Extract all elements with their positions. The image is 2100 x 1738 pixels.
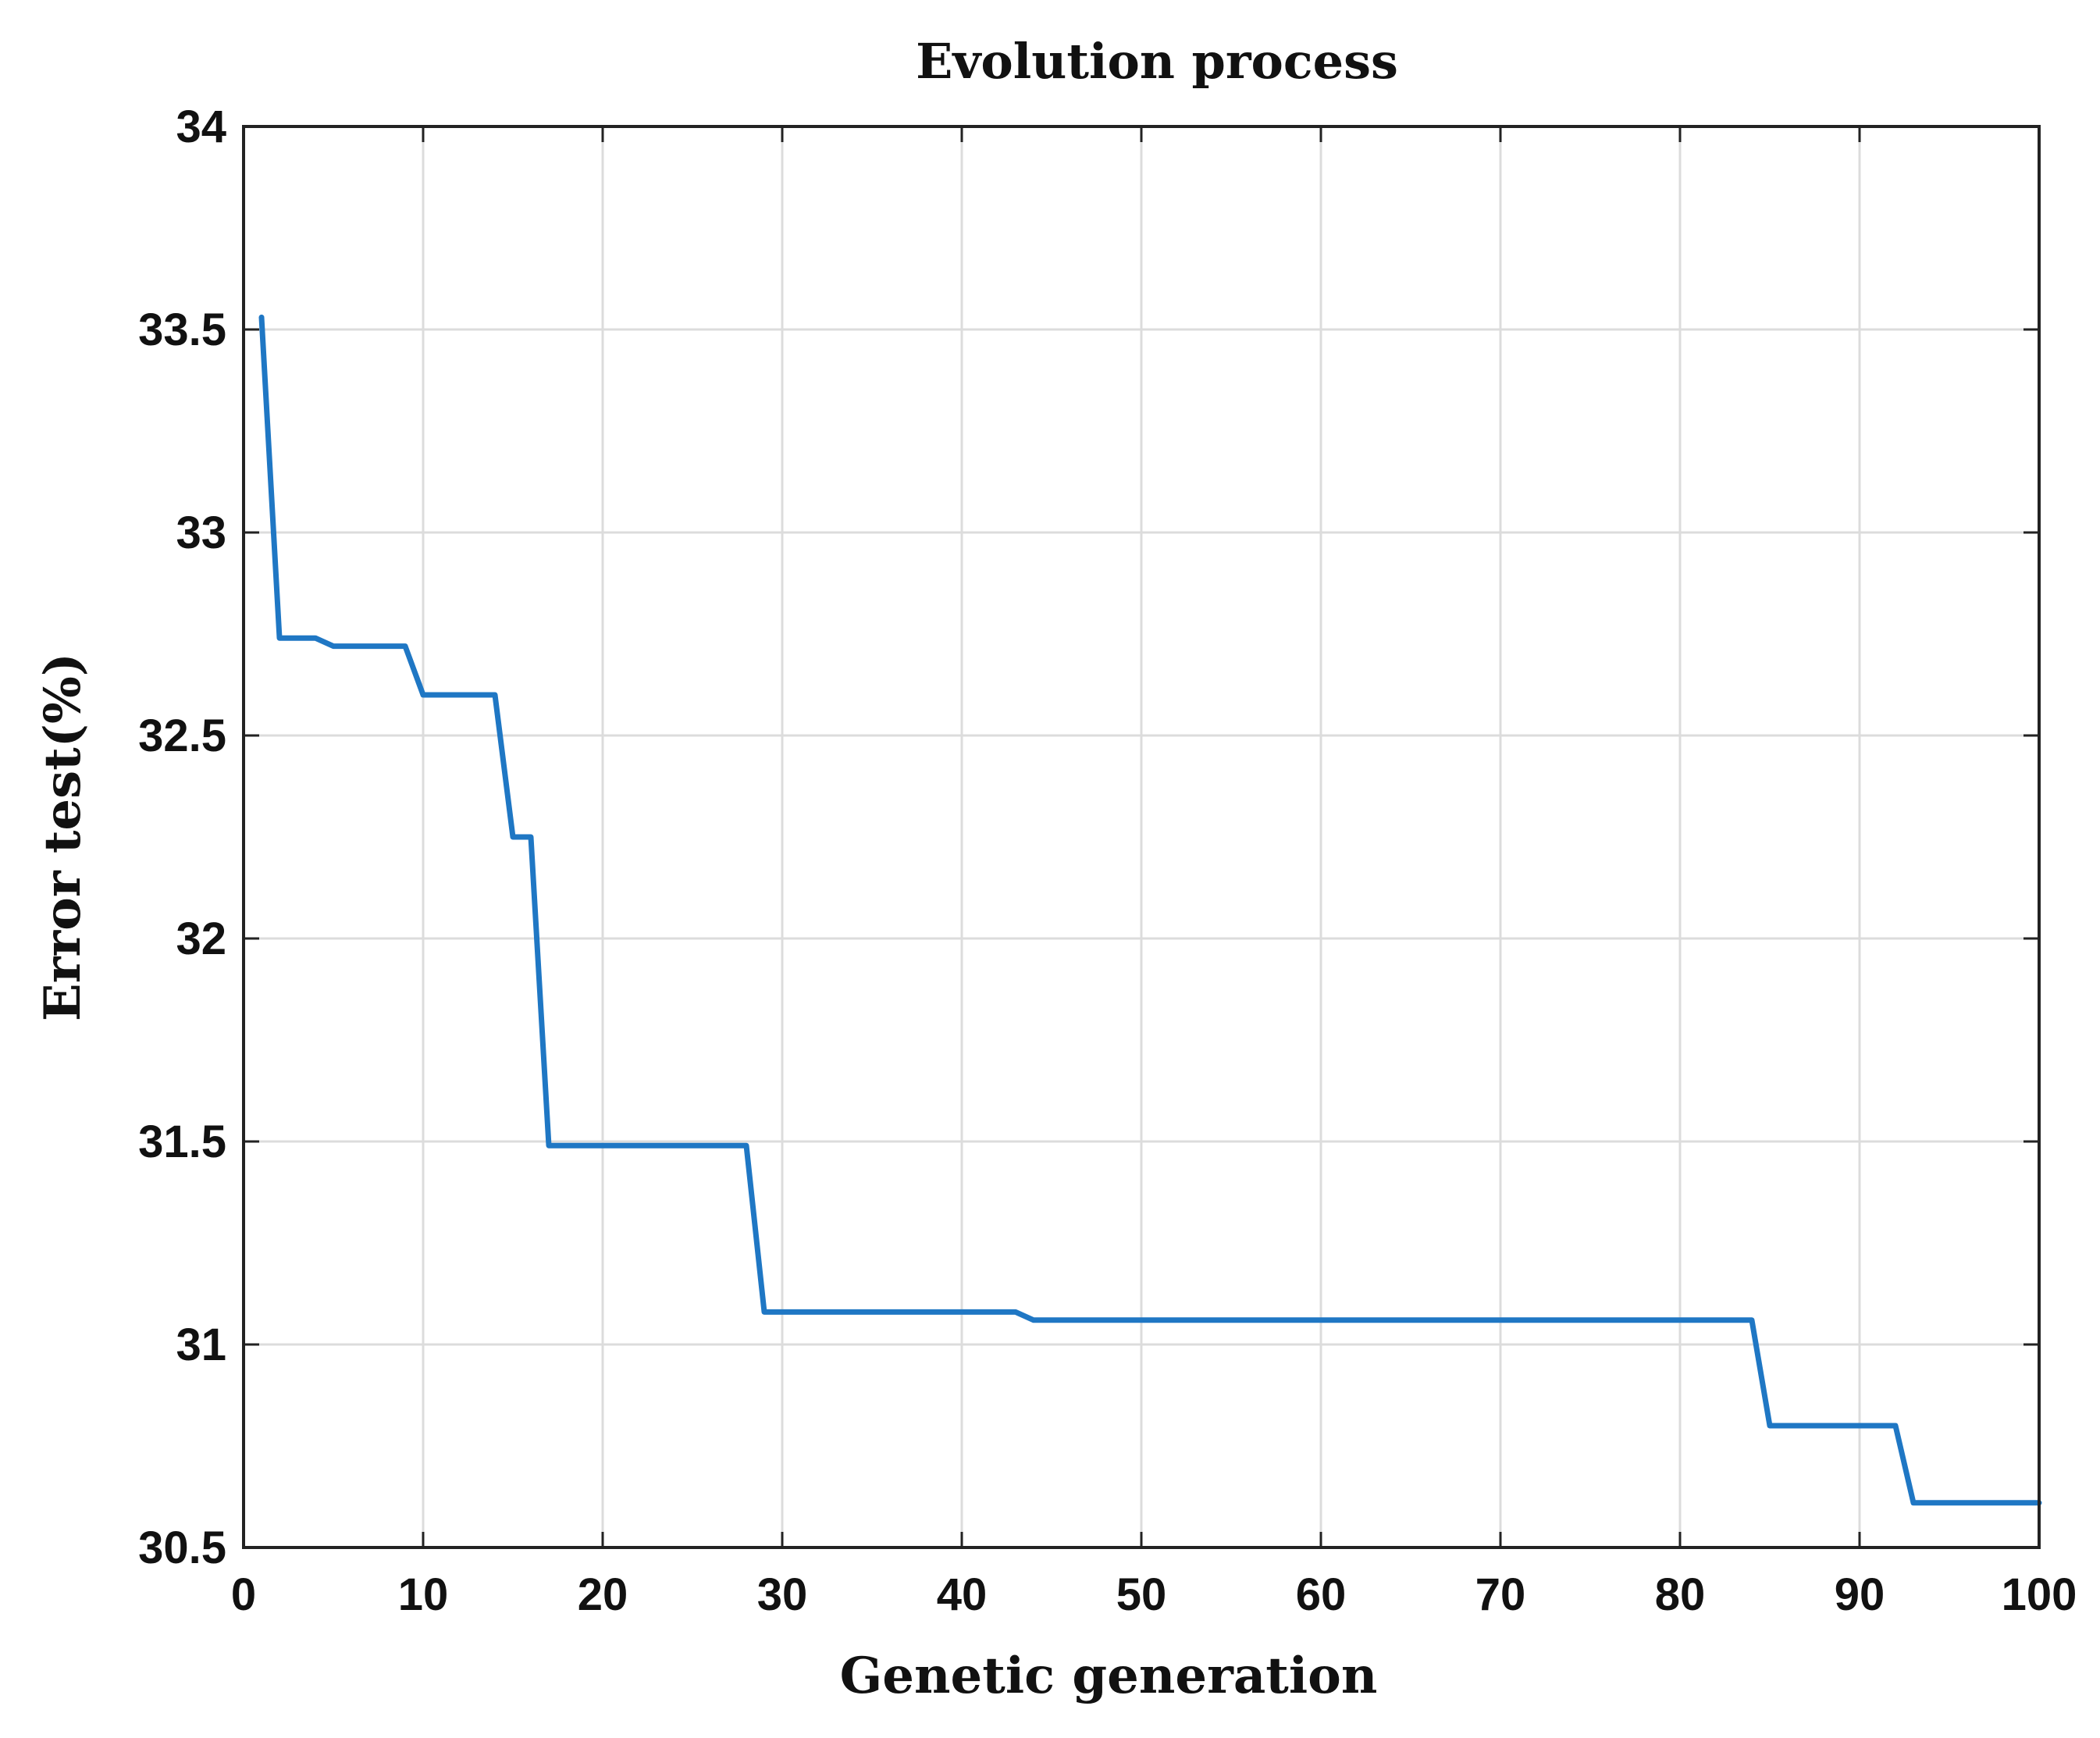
- x-tick-label: 60: [1296, 1569, 1347, 1620]
- x-tick-label: 70: [1475, 1569, 1526, 1620]
- y-tick-label: 32: [176, 914, 226, 964]
- y-tick-labels: 30.5 31 31.5 32 32.5 33 33.5 34: [138, 102, 226, 1573]
- x-tick-label: 20: [578, 1569, 628, 1620]
- chart-title: Evolution process: [916, 33, 1398, 90]
- y-tick-label: 31: [176, 1320, 226, 1370]
- x-tick-label: 40: [937, 1569, 988, 1620]
- x-tick-label: 0: [231, 1569, 256, 1620]
- y-tick-label: 33: [176, 508, 226, 558]
- y-tick-label: 34: [176, 102, 226, 152]
- y-tick-label: 32.5: [138, 711, 226, 761]
- axis-ticks: [242, 125, 2041, 1549]
- series-layer: [258, 314, 2042, 1506]
- x-tick-label: 80: [1655, 1569, 1706, 1620]
- y-tick-label: 30.5: [138, 1523, 226, 1573]
- x-axis-label: Genetic generation: [840, 1647, 1378, 1705]
- x-tick-label: 90: [1835, 1569, 1885, 1620]
- y-axis-label: Error test(%): [34, 653, 92, 1021]
- x-tick-label: 30: [757, 1569, 808, 1620]
- x-tick-label: 10: [398, 1569, 449, 1620]
- x-tick-labels: 0 10 20 30 40 50 60 70 80 90 100: [231, 1569, 2077, 1620]
- y-tick-label: 33.5: [138, 305, 226, 355]
- x-tick-label: 50: [1116, 1569, 1167, 1620]
- series-line-0: [258, 314, 2042, 1506]
- y-tick-label: 31.5: [138, 1117, 226, 1167]
- x-tick-label: 100: [2002, 1569, 2077, 1620]
- grid-lines: [244, 126, 2039, 1547]
